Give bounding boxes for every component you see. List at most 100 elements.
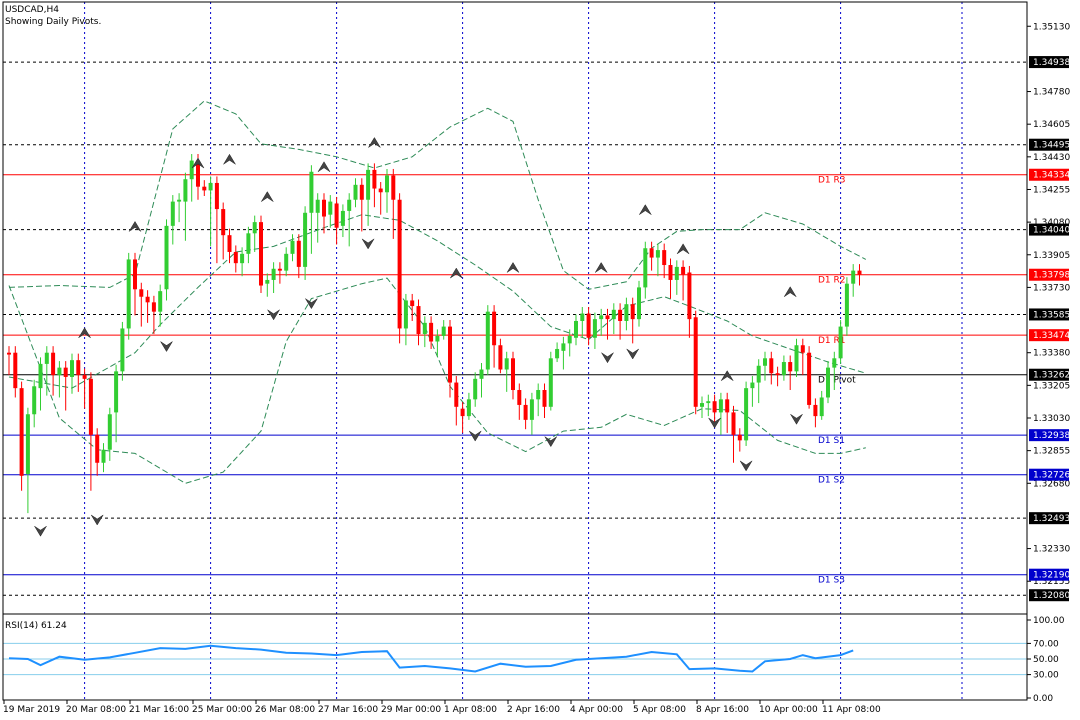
rsi-tick-label: 30.00 (1033, 671, 1059, 681)
candle-body (359, 184, 364, 200)
price-tick-label: 1.33030 (1033, 414, 1070, 424)
candle (756, 359, 761, 404)
pivot-name-label: D1 Pivot (818, 376, 856, 386)
fractal-down-arrow (267, 309, 280, 321)
candle-body (271, 268, 276, 280)
candle-body (139, 289, 144, 297)
candle (624, 297, 629, 331)
candle (32, 379, 37, 428)
candle-body (233, 251, 238, 264)
rsi-line (8, 644, 854, 673)
candle (221, 202, 226, 260)
candle-body (517, 390, 522, 405)
candle (290, 234, 295, 262)
pivot-name-label: D1 R3 (818, 176, 846, 186)
candle-body (655, 250, 660, 258)
candle-body (221, 209, 226, 236)
time-tick-label: 29 Mar 00:00 (381, 705, 441, 715)
candle-body (523, 404, 528, 420)
candle (504, 351, 509, 392)
candle (284, 247, 289, 277)
level-price-box (1029, 589, 1069, 602)
price-tick-label: 1.32155 (1033, 577, 1070, 587)
candle (750, 376, 755, 407)
candle-body (674, 266, 679, 280)
candle-body (347, 199, 352, 211)
candle (259, 215, 263, 294)
candle-body (454, 382, 459, 407)
time-tick-label: 26 Mar 08:00 (255, 705, 315, 715)
fractal-down-arrow (544, 436, 558, 448)
pivot-price-box (1029, 268, 1069, 281)
candle (586, 307, 591, 346)
candle (271, 262, 276, 294)
candle (126, 252, 131, 340)
rsi-tick-label: 50.00 (1033, 655, 1059, 665)
candle (441, 320, 446, 340)
candle-body (605, 315, 610, 320)
grid-layer (84, 2, 963, 700)
time-tick-label: 21 Mar 16:00 (129, 705, 189, 715)
price-tick-label: 1.34430 (1033, 153, 1070, 163)
candle-body (170, 201, 175, 226)
candle-body (536, 390, 541, 400)
candle-body (561, 343, 566, 351)
fractal-up-arrow (317, 161, 331, 172)
candle-body (826, 367, 830, 398)
candle-body (479, 369, 484, 379)
candle (492, 305, 497, 368)
time-tick-label: 19 Mar 2019 (3, 705, 60, 715)
candle (315, 193, 320, 243)
candle (189, 154, 194, 202)
candle (479, 362, 484, 398)
candle-body (82, 375, 87, 379)
time-axis: 19 Mar 2019 20 Mar 08:00 21 Mar 16:00 25 Ma… (3, 700, 881, 715)
fractal-down-arrow (601, 352, 614, 364)
candle (844, 277, 849, 336)
candle (574, 314, 578, 346)
candle-body (385, 175, 389, 193)
candle-body (214, 182, 219, 210)
candle (529, 392, 534, 435)
candle-body (196, 160, 200, 187)
candle-body (252, 222, 257, 234)
subtitle-label: Showing Daily Pivots. (5, 17, 101, 27)
candle (397, 193, 402, 344)
candle-body (151, 302, 156, 312)
price-tick-label: 1.33380 (1033, 349, 1070, 359)
candle-body (202, 186, 207, 191)
candle-body (485, 311, 490, 370)
fractal-down-arrow (305, 298, 318, 310)
candle (826, 361, 830, 404)
candle (448, 320, 452, 398)
candle (227, 228, 232, 264)
candle (725, 392, 730, 433)
fractal-up-arrow (783, 286, 797, 297)
level-price-label: 1.32493 (1033, 514, 1070, 524)
candle-body (158, 291, 163, 312)
candle-body (718, 399, 723, 413)
candle (202, 180, 207, 197)
candle-body (76, 360, 81, 376)
candle-body (208, 182, 213, 191)
candle (372, 163, 377, 208)
candle (214, 176, 219, 264)
candle (536, 383, 541, 417)
candle-body (38, 363, 43, 389)
candle (51, 346, 56, 396)
candle (800, 338, 805, 376)
candle-body (227, 235, 232, 252)
pivot-price-box (1029, 568, 1069, 581)
candle (668, 258, 673, 299)
candle-body (844, 283, 849, 327)
candle-body (807, 352, 812, 405)
candle (807, 346, 812, 409)
candle (649, 241, 654, 271)
candle-body (555, 348, 560, 359)
candle (7, 346, 11, 376)
candle (366, 163, 371, 226)
candle (95, 428, 100, 476)
pivot-price-label: 1.32190 (1033, 571, 1070, 581)
candle-body (794, 345, 799, 372)
candle-body (435, 335, 440, 342)
